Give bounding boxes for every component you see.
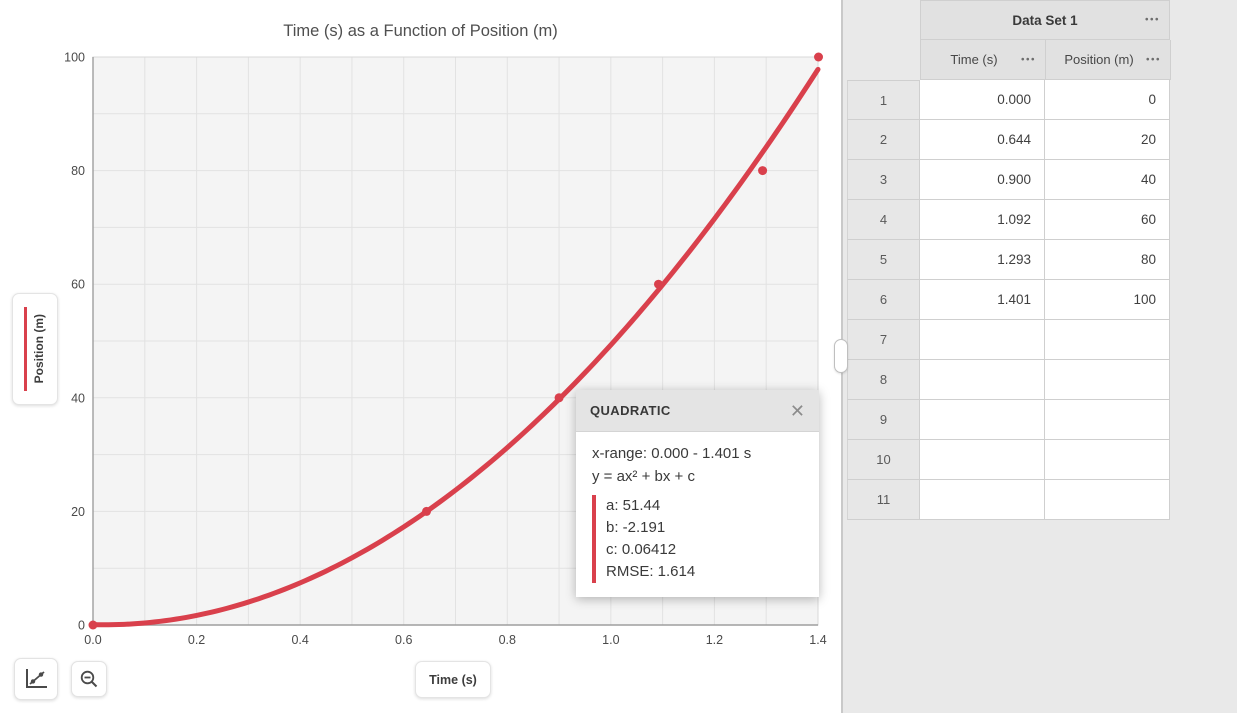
cell-time[interactable]: 0.000 [920,80,1045,120]
table-row: 11 [847,480,1170,520]
cell-position[interactable] [1045,320,1170,360]
column-menu-icon[interactable]: ••• [1145,54,1161,65]
fit-rmse: RMSE: 1.614 [606,563,696,580]
panel-resize-handle[interactable] [834,339,848,373]
table-row: 10 [847,440,1170,480]
table-row: 5 1.293 80 [847,240,1170,280]
svg-text:1.0: 1.0 [602,633,619,647]
row-number: 8 [847,360,920,400]
cell-time[interactable] [920,440,1045,480]
svg-text:0.0: 0.0 [84,633,101,647]
table-row: 1 0.000 0 [847,80,1170,120]
table-row: 9 [847,400,1170,440]
fit-coef-c: c: 0.06412 [606,541,677,558]
cell-time[interactable] [920,360,1045,400]
table-row: 2 0.644 20 [847,120,1170,160]
fit-coef-b: b: -2.191 [606,519,666,536]
svg-text:60: 60 [71,278,85,292]
cell-position[interactable]: 20 [1045,120,1170,160]
svg-text:0.4: 0.4 [291,633,308,647]
svg-text:40: 40 [71,391,85,405]
column-label-time: Time (s) [950,52,998,67]
dataset-header[interactable]: Data Set 1 ••• [920,0,1170,40]
svg-text:0.8: 0.8 [499,633,516,647]
zoom-fit-button[interactable] [71,661,107,697]
cell-time[interactable]: 1.092 [920,200,1045,240]
table-row: 8 [847,360,1170,400]
table-row: 7 [847,320,1170,360]
chart-plot[interactable]: 0.0 0.2 0.4 0.6 0.8 1.0 1.2 1.4 0 20 40 60 80 100 [0,0,841,713]
series-color-bar-icon [24,307,27,391]
column-headers: Time (s) ••• Position (m) ••• [920,40,1171,80]
table-rows: 1 0.000 0 2 0.644 20 3 0.900 40 4 1.092 60 5 1.293 80 6… [847,80,1170,520]
fit-coefficients: a: 51.44 b: -2.191 c: 0.06412 RMSE: 1.61… [592,495,803,583]
x-axis-label: Time (s) [429,672,477,687]
y-axis-label: Position (m) [32,314,46,384]
cell-time[interactable] [920,320,1045,360]
svg-text:20: 20 [71,505,85,519]
y-axis-label-button[interactable]: Position (m) [12,293,58,405]
svg-text:1.4: 1.4 [809,633,826,647]
cell-time[interactable]: 0.900 [920,160,1045,200]
cell-time[interactable] [920,480,1045,520]
row-number: 2 [847,120,920,160]
curve-fit-panel: QUADRATIC ✕ x-range: 0.000 - 1.401 s y =… [576,390,819,597]
row-number: 1 [847,80,920,120]
cell-position[interactable]: 80 [1045,240,1170,280]
fit-x-range: x-range: 0.000 - 1.401 s [592,445,752,462]
cell-position[interactable] [1045,360,1170,400]
curve-fit-title: QUADRATIC [590,403,671,418]
fit-equation: y = ax² + bx + c [592,468,695,485]
row-number: 4 [847,200,920,240]
row-number: 6 [847,280,920,320]
row-number: 9 [847,400,920,440]
svg-text:0: 0 [78,619,85,633]
cell-position[interactable] [1045,480,1170,520]
row-number: 7 [847,320,920,360]
column-header-position[interactable]: Position (m) ••• [1046,40,1171,80]
curve-fit-body: x-range: 0.000 - 1.401 s y = ax² + bx + … [576,432,819,597]
svg-text:1.2: 1.2 [706,633,723,647]
dataset-title: Data Set 1 [1012,12,1078,28]
svg-text:100: 100 [64,51,85,65]
graph-panel: 0.0 0.2 0.4 0.6 0.8 1.0 1.2 1.4 0 20 40 60 80 100 Tim… [0,0,841,713]
column-label-position: Position (m) [1064,52,1134,67]
cell-position[interactable]: 0 [1045,80,1170,120]
svg-text:0.2: 0.2 [188,633,205,647]
row-number: 5 [847,240,920,280]
cell-position[interactable]: 40 [1045,160,1170,200]
row-number: 3 [847,160,920,200]
close-icon[interactable]: ✕ [789,400,805,421]
cell-position[interactable]: 100 [1045,280,1170,320]
column-menu-icon[interactable]: ••• [1020,54,1036,65]
graph-tools-button[interactable] [14,658,58,700]
graph-tools-icon [26,669,47,688]
row-number: 10 [847,440,920,480]
cell-time[interactable] [920,400,1045,440]
x-axis-label-button[interactable]: Time (s) [415,661,491,698]
svg-text:80: 80 [71,164,85,178]
table-row: 4 1.092 60 [847,200,1170,240]
cell-time[interactable]: 0.644 [920,120,1045,160]
curve-fit-header: QUADRATIC ✕ [576,390,819,432]
zoom-out-icon [80,670,98,688]
dataset-menu-icon[interactable]: ••• [1144,14,1160,26]
table-row: 6 1.401 100 [847,280,1170,320]
row-number: 11 [847,480,920,520]
cell-position[interactable] [1045,400,1170,440]
table-panel: Data Set 1 ••• Time (s) ••• Position (m)… [843,0,1237,713]
column-header-time[interactable]: Time (s) ••• [921,40,1046,80]
svg-text:0.6: 0.6 [395,633,412,647]
cell-position[interactable]: 60 [1045,200,1170,240]
cell-time[interactable]: 1.401 [920,280,1045,320]
table-row: 3 0.900 40 [847,160,1170,200]
cell-time[interactable]: 1.293 [920,240,1045,280]
cell-position[interactable] [1045,440,1170,480]
fit-coef-a: a: 51.44 [606,497,661,514]
chart-title: Time (s) as a Function of Position (m) [283,22,558,40]
